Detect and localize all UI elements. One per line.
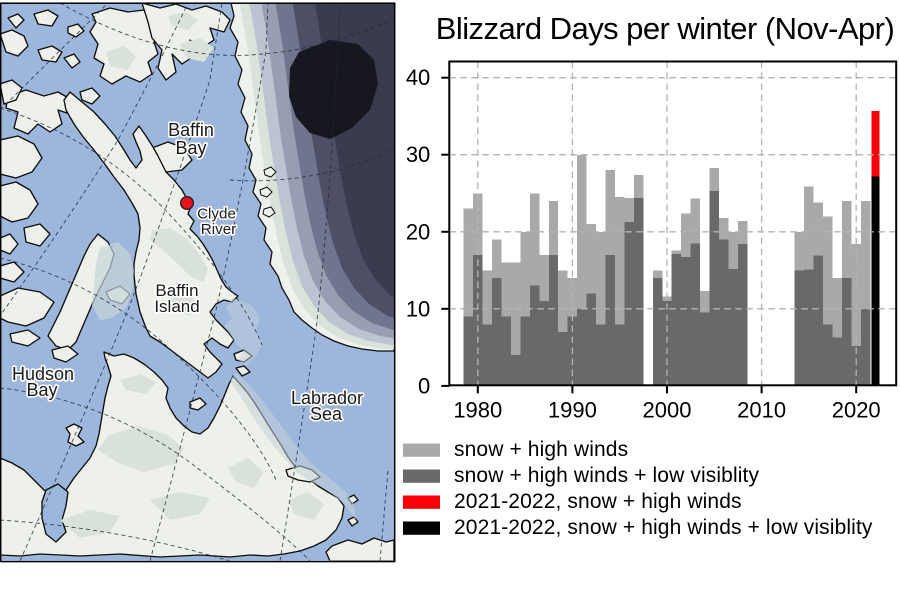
svg-text:30: 30: [406, 142, 430, 167]
svg-text:Baffin: Baffin: [168, 120, 214, 140]
svg-text:Labrador: Labrador: [291, 388, 363, 408]
svg-text:snow + high winds + low visibl: snow + high winds + low visiblity: [454, 464, 759, 487]
svg-text:Bay: Bay: [175, 138, 206, 158]
svg-text:River: River: [201, 221, 236, 238]
svg-text:0: 0: [418, 373, 430, 398]
svg-text:1990: 1990: [548, 397, 597, 422]
svg-text:Clyde: Clyde: [197, 206, 236, 223]
svg-text:Hudson: Hudson: [12, 364, 74, 384]
svg-text:Bay: Bay: [26, 380, 57, 400]
svg-text:snow + high winds: snow + high winds: [454, 438, 628, 461]
svg-text:2021-2022, snow + high winds +: 2021-2022, snow + high winds + low visib…: [454, 516, 873, 539]
svg-text:Blizzard Days per winter (Nov-: Blizzard Days per winter (Nov-Apr): [436, 11, 894, 46]
svg-text:40: 40: [406, 65, 430, 90]
svg-text:1980: 1980: [453, 397, 502, 422]
svg-text:20: 20: [406, 219, 430, 244]
svg-text:2010: 2010: [737, 397, 786, 422]
svg-text:2000: 2000: [643, 397, 692, 422]
svg-text:2020: 2020: [832, 397, 881, 422]
svg-text:Island: Island: [154, 297, 199, 316]
svg-text:2021-2022, snow + high winds: 2021-2022, snow + high winds: [454, 490, 742, 513]
svg-text:Sea: Sea: [310, 404, 343, 424]
svg-text:10: 10: [406, 296, 430, 321]
svg-text:Baffin: Baffin: [155, 281, 198, 300]
